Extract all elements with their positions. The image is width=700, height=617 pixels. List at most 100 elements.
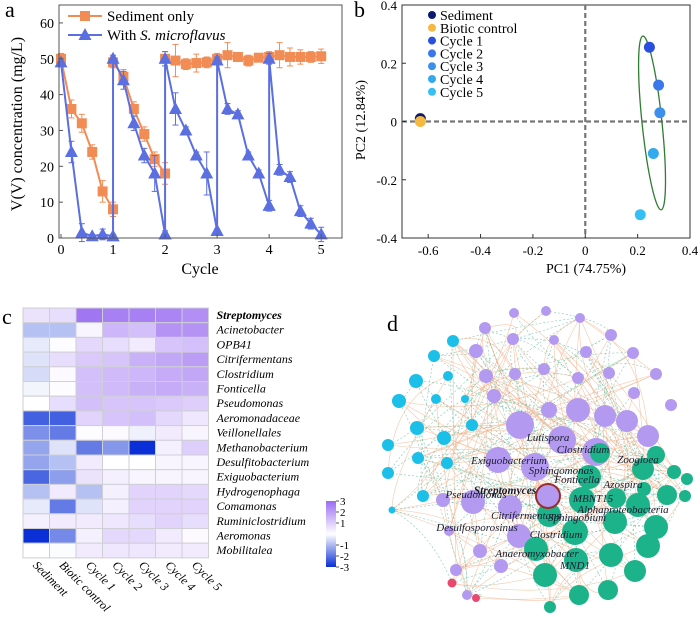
- edge-negative: [574, 478, 688, 533]
- edge-negative: [391, 509, 453, 584]
- colorbar-tick-label: -1: [340, 540, 349, 552]
- colorbar-tick-label: 1: [340, 518, 346, 530]
- data-point-triangle: [231, 107, 245, 120]
- edge-negative: [512, 338, 579, 411]
- heatmap-cell: [181, 513, 209, 529]
- x-tick-label: -0.6: [418, 243, 439, 258]
- heatmap-cell: [181, 307, 209, 324]
- node-purple-module: [594, 405, 616, 427]
- heatmap-cell: [155, 307, 183, 324]
- heatmap-cell: [181, 542, 209, 559]
- row-label: Fonticella: [216, 382, 266, 396]
- heatmap-cell: [75, 395, 103, 412]
- heatmap-cell: [22, 513, 50, 529]
- heatmap-cell: [49, 469, 77, 485]
- node-label: Azospira: [602, 479, 643, 491]
- data-point-triangle: [75, 225, 89, 238]
- node-green-module: [564, 548, 588, 572]
- heatmap-cell: [181, 395, 209, 412]
- series-line: [112, 58, 167, 237]
- heatmap-cell: [102, 336, 130, 353]
- node-label: MND1: [559, 560, 590, 572]
- node-purple-module: [485, 447, 511, 473]
- edge-negative: [448, 451, 597, 532]
- edge-positive: [398, 400, 577, 561]
- series-line: [164, 58, 219, 235]
- data-point-triangle: [200, 166, 214, 179]
- column-label: Cycle 5: [189, 558, 225, 594]
- node-label: Anaeromyxobacter: [494, 548, 579, 560]
- y-tick-label: 20: [40, 160, 54, 175]
- legend-marker: [428, 23, 436, 32]
- node-green-module: [598, 580, 618, 600]
- panel-label-d: d: [387, 311, 398, 336]
- data-point-triangle: [64, 144, 78, 157]
- data-point-triangle: [96, 227, 110, 240]
- edge-positive: [451, 570, 636, 591]
- data-point-square: [191, 58, 202, 69]
- heatmap-cell: [128, 307, 156, 324]
- heatmap-cell: [49, 513, 77, 529]
- heatmap-cell: [155, 542, 183, 559]
- x-tick-label: 0: [582, 243, 589, 258]
- data-point-square: [253, 52, 264, 63]
- heatmap-cell: [102, 425, 130, 441]
- heatmap-cell: [155, 528, 183, 544]
- heatmap-cell: [22, 542, 50, 559]
- node-green-module: [599, 543, 623, 567]
- y-tick-label: 50: [40, 53, 54, 68]
- heatmap-cell: [128, 469, 156, 485]
- edge-negative: [415, 380, 550, 516]
- heatmap-cell: [155, 469, 183, 485]
- data-point-square: [295, 51, 306, 62]
- edge-positive: [513, 312, 644, 470]
- edge-negative: [417, 457, 583, 501]
- edge-positive: [549, 545, 649, 608]
- point-biotic-control: [414, 116, 426, 127]
- edge-positive: [446, 452, 601, 464]
- legend-label: Cycle 2: [440, 47, 483, 62]
- data-point-triangle: [158, 227, 172, 240]
- heatmap-cell: [155, 381, 183, 397]
- node-green-module: [590, 443, 610, 463]
- x-tick-label: 0: [58, 243, 65, 258]
- data-point-triangle: [179, 123, 193, 136]
- node-cyan-module: [447, 335, 459, 347]
- legend-label: Cycle 4: [440, 73, 483, 88]
- heatmap-cell: [102, 513, 130, 529]
- data-point-square: [87, 146, 98, 157]
- node-label: Zoogloea: [617, 454, 659, 466]
- data-point-square: [66, 103, 77, 114]
- node-purple-module: [605, 329, 617, 341]
- panel-b-x-axis-label: PC1 (74.75%): [546, 262, 626, 277]
- edge-positive: [446, 462, 546, 576]
- heatmap-cell: [49, 336, 77, 353]
- heatmap-cell: [75, 498, 103, 515]
- heatmap-cell: [181, 336, 209, 353]
- edge-positive: [387, 375, 449, 474]
- node-label: Lutispora: [526, 432, 570, 444]
- x-tick-label: 2: [162, 243, 169, 258]
- panel-b-pca-scatter: -0.6 -0.4 -0.2 0 0.2 0.4 -0.4 -0.2 0 0.2 0.4 PC1 (…: [354, 0, 699, 277]
- point-cycle-1: [643, 41, 655, 53]
- edge-positive: [475, 594, 580, 600]
- heatmap-cell: [102, 528, 130, 544]
- edge-negative: [543, 339, 555, 411]
- row-label: Methanobacterium: [216, 440, 309, 454]
- heatmap-cell: [22, 410, 50, 427]
- node-purple-module: [566, 398, 590, 422]
- data-point-square: [201, 57, 212, 68]
- node-purple-module: [541, 402, 557, 418]
- row-label: Veillonellales: [217, 426, 282, 440]
- edge-positive: [579, 317, 649, 437]
- edge-negative: [608, 372, 636, 572]
- heatmap-cell: [75, 542, 103, 559]
- heatmap-cell: [128, 513, 156, 529]
- heatmap-cell: [102, 483, 130, 500]
- heatmap-cell: [22, 454, 50, 471]
- heatmap-cell: [49, 528, 77, 544]
- data-point-triangle: [304, 216, 318, 229]
- heatmap-cell: [102, 307, 130, 324]
